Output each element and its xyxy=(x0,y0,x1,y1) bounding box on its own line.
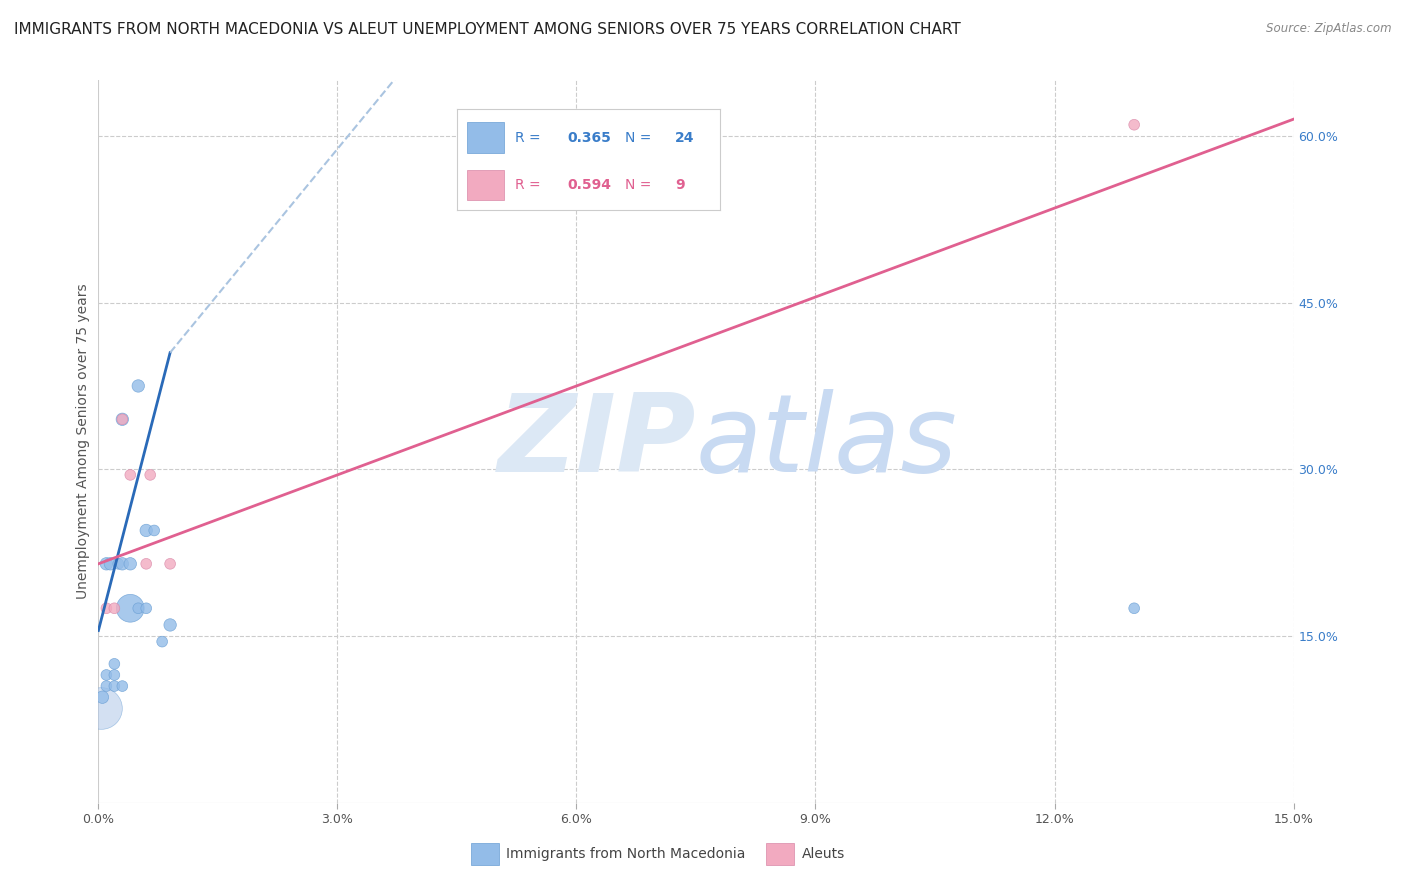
Point xyxy=(96,668,118,682)
Point xyxy=(120,601,142,615)
Point xyxy=(1123,118,1146,132)
Point xyxy=(96,601,118,615)
Point xyxy=(159,557,181,571)
Text: Source: ZipAtlas.com: Source: ZipAtlas.com xyxy=(1267,22,1392,36)
Point xyxy=(127,601,149,615)
Point xyxy=(98,557,122,571)
Point xyxy=(107,557,129,571)
Point xyxy=(103,679,125,693)
Point xyxy=(1123,601,1146,615)
Point xyxy=(139,467,162,482)
Point xyxy=(103,601,125,615)
Point xyxy=(127,379,149,393)
Point xyxy=(90,701,112,715)
Text: atlas: atlas xyxy=(696,389,957,494)
Text: ZIP: ZIP xyxy=(498,389,696,494)
Point xyxy=(91,690,114,705)
Point xyxy=(103,657,125,671)
Point xyxy=(135,557,157,571)
Point xyxy=(96,557,118,571)
Point xyxy=(111,412,134,426)
Point xyxy=(120,467,142,482)
Point xyxy=(96,679,118,693)
Y-axis label: Unemployment Among Seniors over 75 years: Unemployment Among Seniors over 75 years xyxy=(76,284,90,599)
Point xyxy=(111,557,134,571)
Text: Aleuts: Aleuts xyxy=(801,847,845,861)
Point xyxy=(135,524,157,538)
Point xyxy=(143,524,166,538)
Text: Immigrants from North Macedonia: Immigrants from North Macedonia xyxy=(506,847,745,861)
Point xyxy=(159,618,181,632)
Text: IMMIGRANTS FROM NORTH MACEDONIA VS ALEUT UNEMPLOYMENT AMONG SENIORS OVER 75 YEAR: IMMIGRANTS FROM NORTH MACEDONIA VS ALEUT… xyxy=(14,22,960,37)
Point xyxy=(135,601,157,615)
Point xyxy=(150,634,173,648)
Point xyxy=(111,679,134,693)
Point xyxy=(103,668,125,682)
Point xyxy=(111,412,134,426)
Point xyxy=(120,557,142,571)
